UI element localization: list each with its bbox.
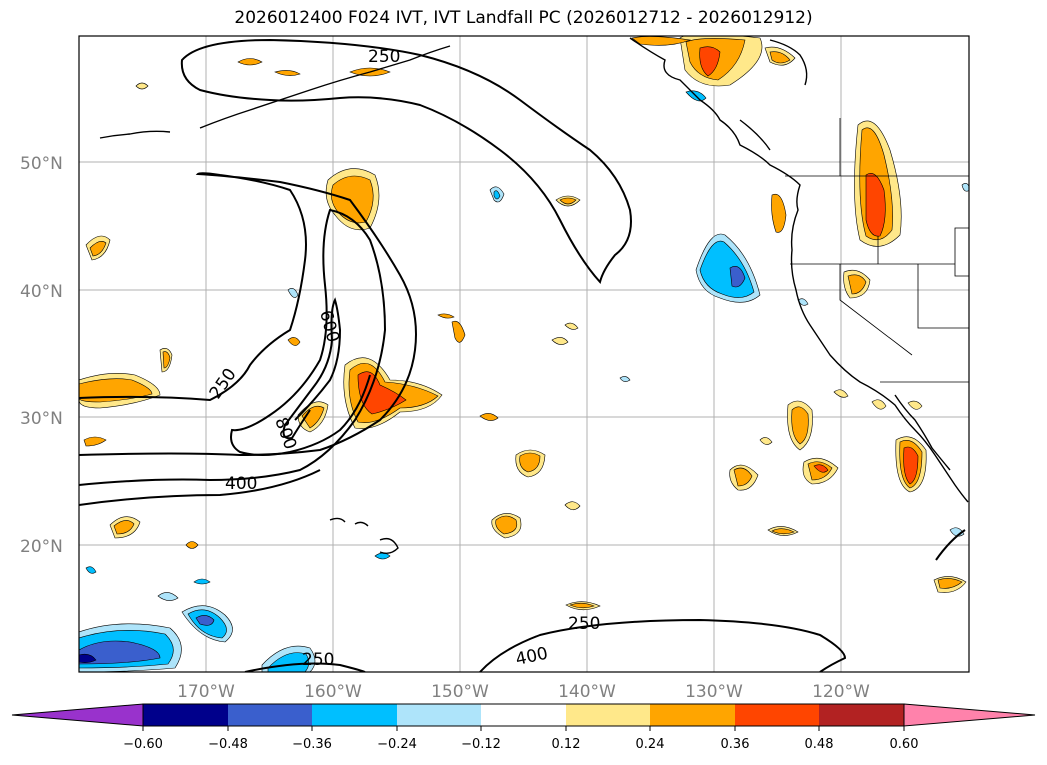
colorbar-segment (143, 704, 228, 726)
colorbar-tick-label: −0.48 (208, 737, 248, 752)
colorbar-segment (397, 704, 481, 726)
colorbar-tick-label: −0.36 (292, 737, 332, 752)
lon-label-160: 160°W (304, 682, 362, 702)
contour-label-250-south-east: 250 (568, 614, 600, 634)
colorbar-tick-label: 0.24 (636, 737, 665, 752)
lon-label-140: 140°W (558, 682, 616, 702)
colorbar-frame (142, 703, 905, 727)
lon-label-170: 170°W (177, 682, 235, 702)
latitude-labels: 50°N 40°N 30°N 20°N (20, 154, 63, 557)
lat-label-50: 50°N (20, 154, 63, 174)
colorbar-left-extension (11, 703, 144, 727)
colorbar-tick-label: −0.24 (377, 737, 417, 752)
lon-label-150: 150°W (431, 682, 489, 702)
contour-label-400-west: 400 (225, 474, 257, 494)
lon-label-130: 130°W (685, 682, 743, 702)
colorbar-segment (566, 704, 650, 726)
colorbar-tick-label: 0.48 (805, 737, 834, 752)
state-borders (785, 118, 969, 383)
longitude-labels: 170°W 160°W 150°W 140°W 130°W 120°W (177, 682, 870, 702)
lat-label-40: 40°N (20, 282, 63, 302)
lat-label-20: 20°N (20, 537, 63, 557)
colorbar-tick-label: 0.60 (890, 737, 919, 752)
contour-label-250-south: 250 (302, 650, 334, 670)
map-frame (78, 35, 970, 673)
colorbar-tick-label: −0.60 (123, 737, 163, 752)
coastlines (99, 37, 969, 555)
colorbar-tick-label: −0.12 (461, 737, 501, 752)
ivt-contours (79, 38, 966, 672)
positive-pc-areas (79, 36, 967, 611)
lat-label-30: 30°N (20, 409, 63, 429)
colorbar-tick-label: 0.36 (721, 737, 750, 752)
colorbar-right-extension (903, 703, 1036, 727)
colorbar-segment (481, 704, 566, 726)
map-title: 2026012400 F024 IVT, IVT Landfall PC (20… (234, 8, 813, 28)
colorbar: −0.60 −0.48 −0.36 −0.24 −0.12 0.12 0.24 … (11, 703, 1036, 752)
colorbar-segment (228, 704, 312, 726)
colorbar-segment (312, 704, 397, 726)
colorbar-segment (735, 704, 819, 726)
colorbar-segment (650, 704, 735, 726)
colorbar-tick-label: 0.12 (552, 737, 581, 752)
contour-label-250-top: 250 (368, 47, 400, 67)
lon-label-120: 120°W (812, 682, 870, 702)
gridlines (79, 36, 969, 672)
map-plot-area (79, 36, 969, 672)
colorbar-segment (819, 704, 904, 726)
